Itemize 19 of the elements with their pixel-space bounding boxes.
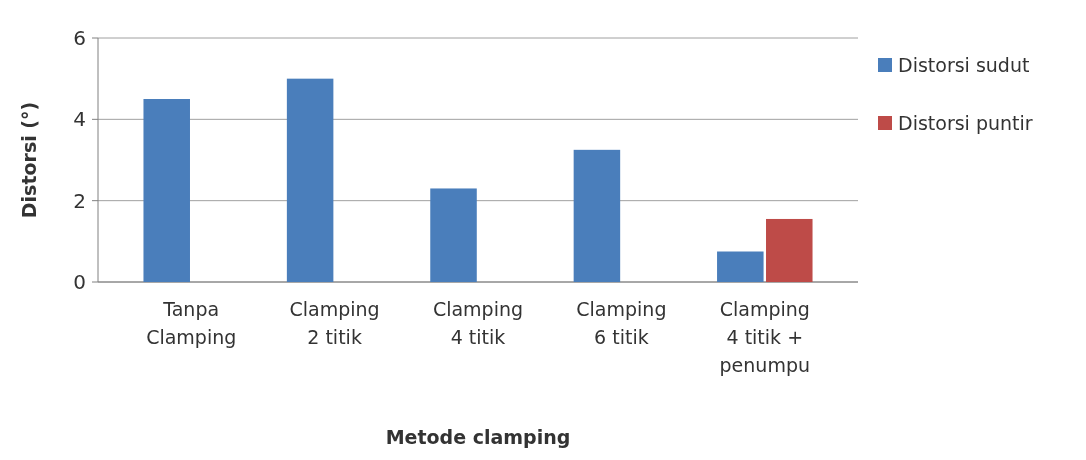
- bar: [573, 149, 621, 282]
- legend-label: Distorsi puntir: [898, 111, 1033, 134]
- x-tick-label: Clamping 4 titik: [432, 298, 524, 348]
- x-tick-label: Clamping 4 titik + penumpu: [719, 298, 811, 376]
- x-tick-label: Clamping 2 titik: [289, 298, 380, 348]
- x-axis-title: Metode clamping: [385, 426, 571, 448]
- bar: [717, 251, 764, 282]
- bar: [143, 99, 190, 282]
- bar: [430, 188, 477, 282]
- x-tick-label: Clamping 6 titik: [576, 298, 667, 348]
- y-axis-title: Distorsi (°): [18, 101, 40, 219]
- y-tick-label: 0: [73, 270, 86, 294]
- y-tick-label: 2: [73, 188, 86, 213]
- bar: [766, 218, 813, 282]
- y-tick-label: 4: [73, 107, 86, 132]
- x-tick-label: Tanpa Clamping: [146, 298, 237, 348]
- legend-label: Distorsi sudut: [898, 53, 1030, 76]
- bar: [286, 78, 334, 282]
- y-tick-label: 6: [73, 26, 86, 50]
